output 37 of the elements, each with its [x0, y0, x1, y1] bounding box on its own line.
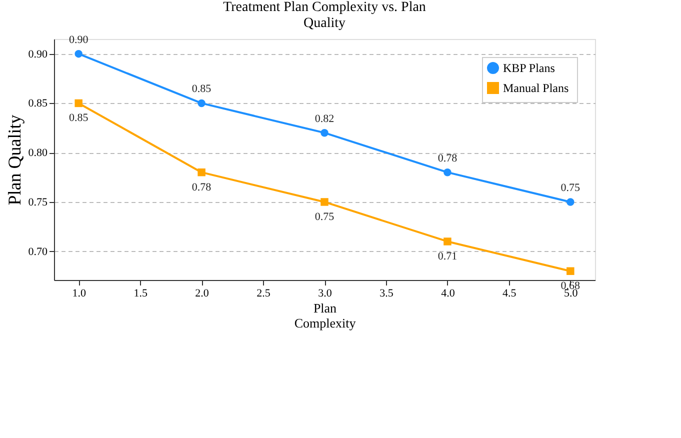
legend-label: Manual Plans: [503, 81, 569, 95]
y-tick-label: 0.75: [28, 196, 48, 208]
point: [198, 99, 206, 108]
legend-label: KBP Plans: [503, 61, 556, 75]
x-axis-title: Plan Complexity: [294, 300, 356, 330]
x-tick-label: 3.0: [318, 288, 332, 300]
data-label: 0.75: [560, 182, 581, 194]
point: [320, 198, 328, 206]
point: [320, 128, 328, 137]
y-tick-label: 0.80: [28, 147, 48, 160]
data-label: 0.85: [68, 112, 89, 124]
point: [566, 267, 574, 275]
data-label: 0.75: [314, 210, 335, 223]
x-tick-label: 2.5: [256, 288, 271, 300]
data-label: 0.78: [192, 181, 212, 194]
x-tick-label: 3.5: [380, 288, 394, 300]
data-label: 0.78: [438, 152, 458, 164]
y-tick-label: 0.90: [28, 48, 48, 60]
y-tick-label: 0.70: [28, 246, 48, 258]
y-tick-label: 0.85: [28, 98, 48, 110]
data-label: 0.85: [192, 83, 212, 96]
point: [444, 168, 452, 176]
data-label: 0.82: [314, 112, 334, 125]
point: [198, 168, 206, 176]
data-label: 0.71: [438, 250, 458, 262]
x-tick-label: 4.0: [441, 288, 456, 300]
x-tick-label: 1.5: [134, 288, 148, 300]
x-tick-label: 2.0: [195, 288, 210, 300]
point: [74, 99, 82, 108]
y-axis-title: Plan Quality: [4, 114, 24, 206]
point: [74, 50, 82, 58]
x-tick-label: 1.0: [72, 288, 86, 300]
point: [566, 198, 574, 206]
point: [444, 238, 452, 246]
data-label: 0.90: [68, 34, 89, 46]
x-tick-label: 4.5: [502, 288, 517, 300]
chart-title: Treatment Plan Complexity vs. Plan Quality: [223, 0, 426, 31]
